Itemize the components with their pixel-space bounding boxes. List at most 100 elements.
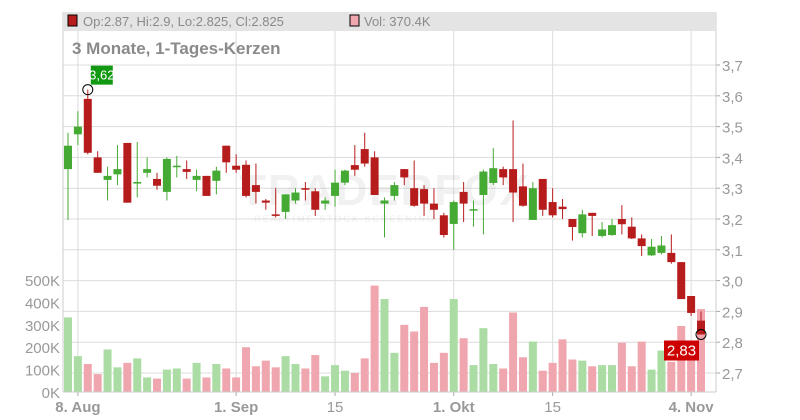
volume-bar xyxy=(281,356,290,392)
volume-bar xyxy=(242,347,251,392)
date-tick-label: 1. Sep xyxy=(214,399,258,416)
volume-bar xyxy=(637,341,646,392)
candle-body xyxy=(538,178,547,210)
candle-body xyxy=(232,165,241,170)
volume-bar xyxy=(113,367,122,392)
volume-bar xyxy=(133,358,142,392)
candle-body xyxy=(588,212,597,216)
date-tick-label: 4. Nov xyxy=(669,399,715,416)
chart-title: 3 Monate, 1-Tages-Kerzen xyxy=(72,39,280,58)
candle-body xyxy=(242,164,251,196)
candle-body xyxy=(133,182,142,184)
volume-tick-label: 500K xyxy=(25,273,60,290)
volume-bar xyxy=(578,360,587,392)
volume-tick-label: 100K xyxy=(25,363,60,380)
watermark-tagline: REALTIME STOCK SCREENING xyxy=(254,214,436,224)
volume-bar xyxy=(172,368,181,392)
candle-body xyxy=(509,169,518,193)
volume-bar xyxy=(271,367,280,392)
volume-bar xyxy=(301,368,310,392)
candle-body xyxy=(301,188,310,190)
low-marker-circle xyxy=(695,329,707,340)
volume-bar xyxy=(370,285,379,392)
ohlc-readout: Op:2.87, Hi:2.9, Lo:2.825, Cl:2.825 xyxy=(83,14,284,29)
candle-body xyxy=(182,169,191,172)
volume-bar xyxy=(261,360,270,392)
high-label: 3,62 xyxy=(89,68,114,83)
volume-bar xyxy=(607,365,616,392)
price-tick-label: 3,3 xyxy=(722,181,743,198)
volume-bar xyxy=(489,364,498,392)
candle-body xyxy=(192,175,201,180)
volume-bar xyxy=(558,339,567,392)
candle-body xyxy=(370,157,379,195)
volume-bar xyxy=(509,312,518,392)
volume-bar xyxy=(311,355,320,392)
low-label: 2,83 xyxy=(667,343,696,360)
candle-body xyxy=(400,169,409,178)
volume-bar xyxy=(687,340,696,392)
volume-bar xyxy=(291,364,300,392)
volume-bar xyxy=(518,357,527,392)
candle-body xyxy=(311,191,320,210)
candle-body xyxy=(113,169,122,175)
volume-bar xyxy=(588,366,597,392)
candle-body xyxy=(172,165,181,168)
candle-body xyxy=(261,200,270,203)
volume-bars xyxy=(64,285,705,392)
volume-bar xyxy=(538,370,547,392)
price-tick-label: 3,4 xyxy=(722,150,743,167)
candle-body xyxy=(499,169,508,178)
price-tick-label: 3,0 xyxy=(722,274,743,291)
volume-bar xyxy=(222,368,231,392)
volume-bar xyxy=(103,349,112,392)
volume-swatch xyxy=(349,14,360,27)
candle-body xyxy=(291,192,300,201)
candle-body xyxy=(637,238,646,247)
candle-body xyxy=(518,186,527,206)
volume-bar xyxy=(162,369,171,392)
candle-body xyxy=(568,219,577,228)
volume-bar xyxy=(182,378,191,392)
price-tick-label: 2,7 xyxy=(722,366,743,383)
volume-bar xyxy=(64,317,72,392)
candle-body xyxy=(469,209,478,211)
volume-readout: Vol: 370.4K xyxy=(364,14,431,29)
candle-body xyxy=(439,215,448,236)
candle-body xyxy=(677,262,686,300)
price-tick-label: 3,7 xyxy=(722,58,743,75)
volume-tick-label: 200K xyxy=(25,340,60,357)
low-marker: 2,83 xyxy=(664,329,707,361)
candle-body xyxy=(202,175,211,196)
candle-body xyxy=(390,185,399,196)
ohlc-swatch xyxy=(67,14,78,27)
volume-bar xyxy=(439,352,448,392)
candle-body xyxy=(212,170,221,181)
candle-body xyxy=(647,246,656,256)
volume-bar xyxy=(192,362,201,392)
candle-body xyxy=(360,149,369,164)
candle-body xyxy=(410,188,419,206)
candle-body xyxy=(459,191,468,204)
candle-body xyxy=(697,320,705,335)
volume-bar xyxy=(390,352,399,392)
volume-bar xyxy=(657,350,666,392)
volume-bar xyxy=(449,299,458,392)
volume-tick-label: 400K xyxy=(25,295,60,312)
candle-body xyxy=(83,98,92,153)
axes: 3,7 3,6 3,5 3,4 3,3 3,2 3,1 3,0 2,9 2,8 2,7 500K 400… xyxy=(25,12,743,416)
volume-bar xyxy=(469,365,478,392)
high-label-box xyxy=(90,65,113,85)
candle-body xyxy=(420,189,429,204)
candle-body xyxy=(667,252,676,263)
volume-bar xyxy=(400,324,409,392)
date-tick-label: 15 xyxy=(327,399,344,416)
date-tick-label: 1. Okt xyxy=(433,399,475,416)
candle-body xyxy=(449,202,458,224)
date-tick-label: 15 xyxy=(544,399,561,416)
price-tick-label: 3,6 xyxy=(722,89,743,106)
volume-bar xyxy=(153,378,162,392)
volume-bar xyxy=(380,299,389,392)
volume-tick-label: 0K xyxy=(42,385,60,402)
volume-bar xyxy=(429,362,438,392)
